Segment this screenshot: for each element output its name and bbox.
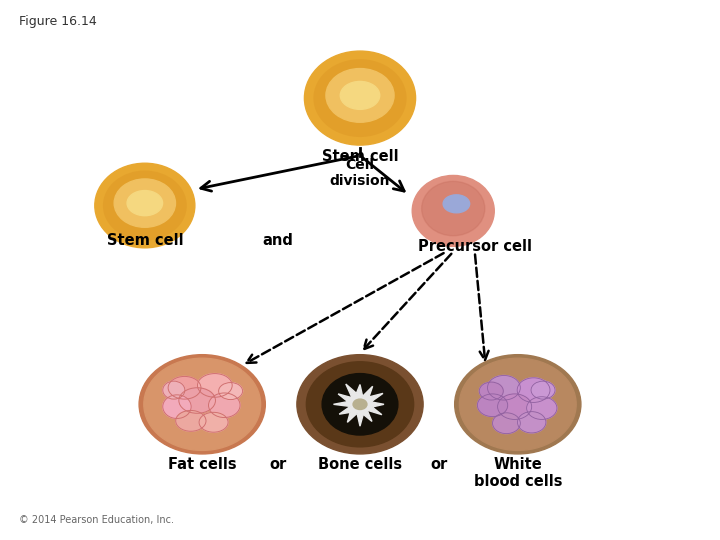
- Ellipse shape: [297, 355, 423, 454]
- Ellipse shape: [353, 399, 367, 409]
- Text: Cell
division: Cell division: [330, 158, 390, 188]
- Ellipse shape: [209, 393, 240, 417]
- Text: or: or: [269, 457, 286, 472]
- Text: Bone cells: Bone cells: [318, 457, 402, 472]
- Text: White
blood cells: White blood cells: [474, 457, 562, 489]
- Ellipse shape: [103, 171, 186, 241]
- Ellipse shape: [454, 355, 581, 454]
- Ellipse shape: [219, 382, 243, 400]
- Ellipse shape: [139, 355, 266, 454]
- Text: Figure 16.14: Figure 16.14: [19, 15, 97, 28]
- Ellipse shape: [306, 362, 414, 447]
- Ellipse shape: [326, 69, 394, 122]
- Ellipse shape: [526, 397, 557, 420]
- Text: © 2014 Pearson Education, Inc.: © 2014 Pearson Education, Inc.: [19, 515, 174, 525]
- Ellipse shape: [443, 195, 469, 213]
- Ellipse shape: [197, 374, 232, 397]
- Ellipse shape: [422, 181, 485, 236]
- Ellipse shape: [144, 358, 261, 450]
- Text: Stem cell: Stem cell: [107, 233, 183, 248]
- Text: Fat cells: Fat cells: [168, 457, 237, 472]
- Ellipse shape: [498, 394, 531, 420]
- Ellipse shape: [179, 388, 215, 413]
- Ellipse shape: [313, 59, 407, 137]
- Ellipse shape: [163, 395, 192, 418]
- Ellipse shape: [487, 375, 521, 400]
- Ellipse shape: [163, 381, 185, 399]
- Ellipse shape: [127, 191, 163, 215]
- Ellipse shape: [322, 374, 398, 435]
- Ellipse shape: [95, 163, 195, 248]
- Ellipse shape: [176, 410, 206, 431]
- Ellipse shape: [413, 176, 494, 246]
- Ellipse shape: [341, 82, 379, 110]
- Ellipse shape: [114, 179, 176, 227]
- Ellipse shape: [531, 381, 555, 399]
- Ellipse shape: [517, 378, 550, 402]
- Text: Stem cell: Stem cell: [322, 149, 398, 164]
- Text: or: or: [431, 457, 448, 472]
- Text: Precursor cell: Precursor cell: [418, 239, 532, 254]
- Ellipse shape: [480, 382, 503, 400]
- Ellipse shape: [492, 413, 521, 434]
- Text: and: and: [262, 233, 293, 248]
- Ellipse shape: [199, 413, 228, 432]
- Ellipse shape: [518, 411, 546, 433]
- Ellipse shape: [305, 51, 415, 145]
- Ellipse shape: [477, 394, 508, 416]
- Ellipse shape: [168, 376, 201, 399]
- Ellipse shape: [459, 358, 576, 450]
- Polygon shape: [333, 384, 384, 426]
